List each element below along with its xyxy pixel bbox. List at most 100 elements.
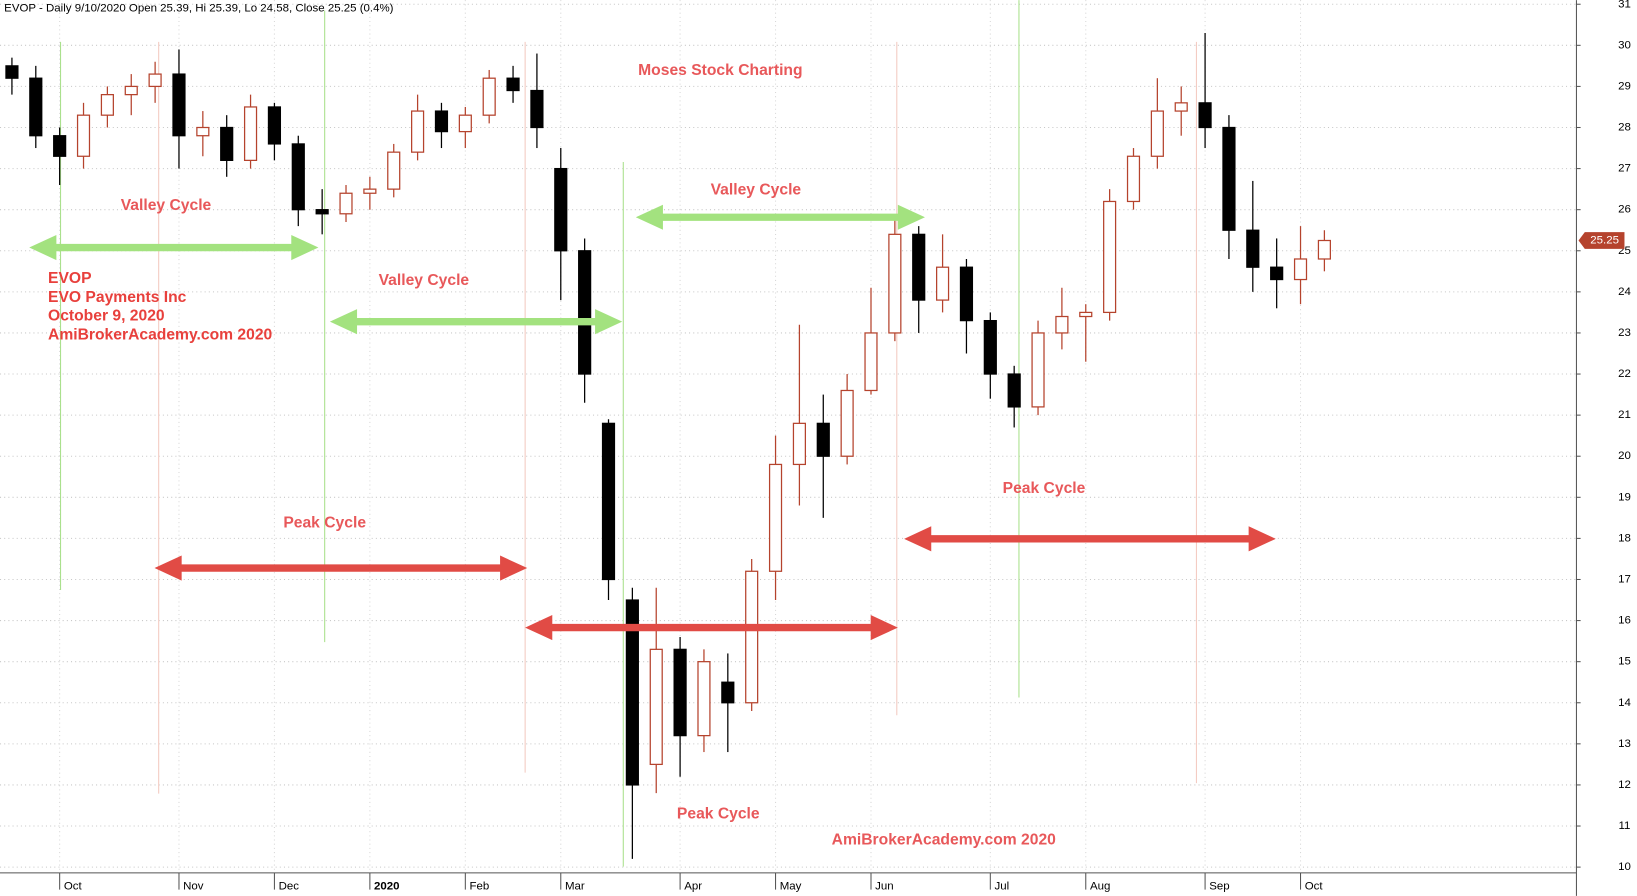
y-tick-label: 16 <box>1618 615 1631 627</box>
annotation: Valley Cycle <box>121 197 212 214</box>
candle-body <box>315 209 329 215</box>
candle-body <box>243 106 258 161</box>
candle-body <box>1103 200 1117 314</box>
annotation: Peak Cycle <box>677 806 760 823</box>
annotation: Valley Cycle <box>711 181 802 198</box>
y-tick-label: 21 <box>1618 409 1631 421</box>
annotation: Valley Cycle <box>379 272 470 289</box>
x-tick-label: Sep <box>1209 881 1229 893</box>
cycle-arrows <box>29 204 1276 641</box>
candles <box>5 32 1331 859</box>
y-tick-label: 27 <box>1618 163 1631 175</box>
candle-body <box>1055 315 1069 334</box>
y-tick-label: 15 <box>1618 656 1631 668</box>
cycle-arrow <box>525 615 898 641</box>
x-tick-label: Nov <box>183 881 204 893</box>
candle-body <box>482 77 496 116</box>
candle-body <box>983 319 997 375</box>
candle-body <box>76 114 91 157</box>
y-tick-label: 23 <box>1618 327 1631 339</box>
price-marker <box>1578 232 1625 249</box>
x-tick-label: May <box>780 881 802 893</box>
cycle-arrow <box>29 235 319 261</box>
cycle-arrow <box>154 555 528 581</box>
y-tick-label: 26 <box>1618 204 1631 216</box>
candle-body <box>339 192 353 215</box>
candle-body <box>649 648 663 766</box>
cycle-arrow <box>635 204 925 230</box>
cycle-lines <box>60 0 1197 867</box>
last-price-label: 25.25 <box>1590 235 1619 247</box>
candle-body <box>1079 311 1093 318</box>
y-tick-label: 22 <box>1618 368 1631 380</box>
candle-body <box>840 389 854 457</box>
candle-body <box>291 143 305 211</box>
candle-body <box>1317 239 1331 260</box>
candle-body <box>888 233 902 334</box>
x-tick-label: 2020 <box>374 881 400 893</box>
chart-title: EVOP - Daily 9/10/2020 Open 25.39, Hi 25… <box>4 3 394 15</box>
candle-body <box>1246 229 1260 268</box>
y-tick-label: 20 <box>1618 450 1631 462</box>
candle-body <box>1031 332 1045 408</box>
cycle-arrow <box>329 309 623 335</box>
candle-body <box>363 188 377 194</box>
candle-body <box>578 250 592 375</box>
annotation: EVOP <box>48 270 92 287</box>
x-tick-label: Dec <box>279 881 300 893</box>
candle-body <box>792 422 807 466</box>
y-tick-label: 17 <box>1618 574 1631 586</box>
x-tick-label: Oct <box>1305 881 1324 893</box>
candle-body <box>721 681 735 704</box>
candle-body <box>434 110 449 133</box>
candle-body <box>673 648 687 737</box>
y-tick-label: 30 <box>1618 39 1631 51</box>
candle-body <box>530 89 544 129</box>
candle-body <box>148 73 162 88</box>
candle-body <box>506 77 520 92</box>
x-tick-label: Oct <box>64 881 83 893</box>
candle-body <box>172 73 186 137</box>
candle-body <box>1198 102 1212 129</box>
y-tick-label: 19 <box>1618 491 1631 503</box>
annotation: Peak Cycle <box>1003 480 1086 497</box>
candle-body <box>601 422 616 581</box>
candle-body <box>1174 102 1188 112</box>
y-tick-label: 11 <box>1619 820 1631 832</box>
candle-body <box>100 94 114 116</box>
candle-body <box>768 463 783 572</box>
candle-body <box>1150 110 1164 157</box>
candle-body <box>1222 126 1236 231</box>
candle-body <box>196 126 210 137</box>
candle-body <box>935 266 950 301</box>
annotation: EVO Payments Inc <box>48 289 187 306</box>
y-tick-label: 31 <box>1618 0 1631 10</box>
candle-body <box>1126 155 1141 203</box>
annotation: October 9, 2020 <box>48 308 165 325</box>
annotation: AmiBrokerAcademy.com 2020 <box>832 832 1057 849</box>
x-tick-label: Jul <box>994 881 1009 893</box>
annotation: AmiBrokerAcademy.com 2020 <box>48 326 273 343</box>
annotation: Peak Cycle <box>283 514 366 531</box>
candle-body <box>697 661 711 737</box>
x-tick-label: Mar <box>565 881 585 893</box>
cycle-arrow <box>904 526 1276 552</box>
x-tick-label: Apr <box>684 881 702 893</box>
candle-body <box>1270 266 1284 281</box>
candle-body <box>959 266 974 322</box>
candle-body <box>912 233 926 301</box>
candle-body <box>1007 373 1021 408</box>
y-tick-label: 29 <box>1618 80 1631 92</box>
candle-body <box>411 110 425 153</box>
annotation: Moses Stock Charting <box>638 62 802 79</box>
candle-body <box>387 151 401 190</box>
candle-body <box>864 332 878 392</box>
candle-body <box>220 126 234 161</box>
y-tick-label: 28 <box>1618 122 1631 134</box>
x-tick-label: Jun <box>875 881 894 893</box>
candle-body <box>5 65 19 79</box>
candle-body <box>53 135 67 157</box>
y-tick-label: 10 <box>1618 861 1631 873</box>
